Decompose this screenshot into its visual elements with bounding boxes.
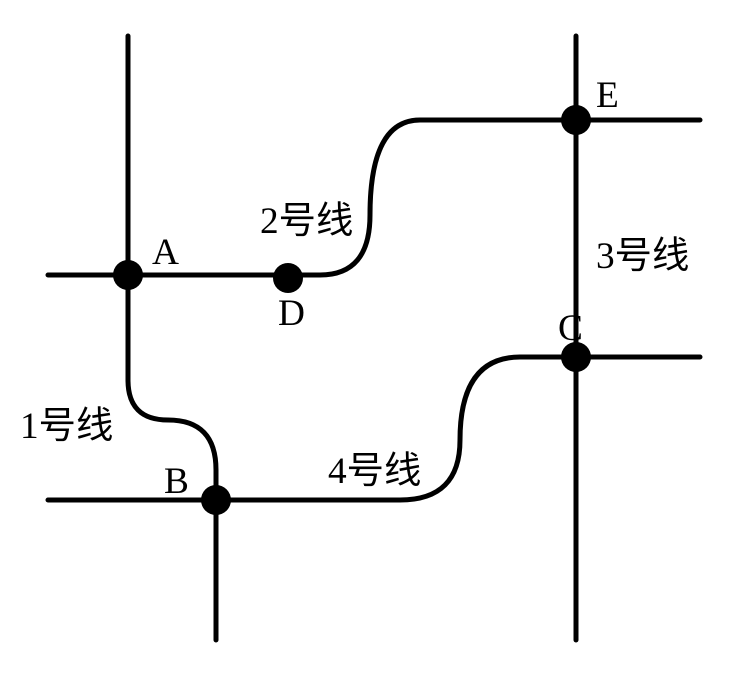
diagram-svg (0, 0, 744, 690)
line-label-2: 2号线 (260, 190, 353, 244)
node-D (273, 263, 303, 293)
node-label-D: D (278, 292, 305, 335)
node-label-E: E (596, 74, 619, 117)
line-label-3: 3号线 (596, 225, 689, 279)
node-label-C: C (558, 307, 583, 350)
line-label-4: 4号线 (328, 440, 421, 494)
node-B (201, 485, 231, 515)
path-line1_vertical (128, 36, 216, 640)
line-label-1: 1号线 (20, 395, 113, 449)
node-label-A: A (152, 231, 179, 274)
transit-diagram: A B C D E 1号线 2号线 3号线 4号线 (0, 0, 744, 690)
node-E (561, 105, 591, 135)
node-label-B: B (164, 460, 189, 503)
node-A (113, 260, 143, 290)
